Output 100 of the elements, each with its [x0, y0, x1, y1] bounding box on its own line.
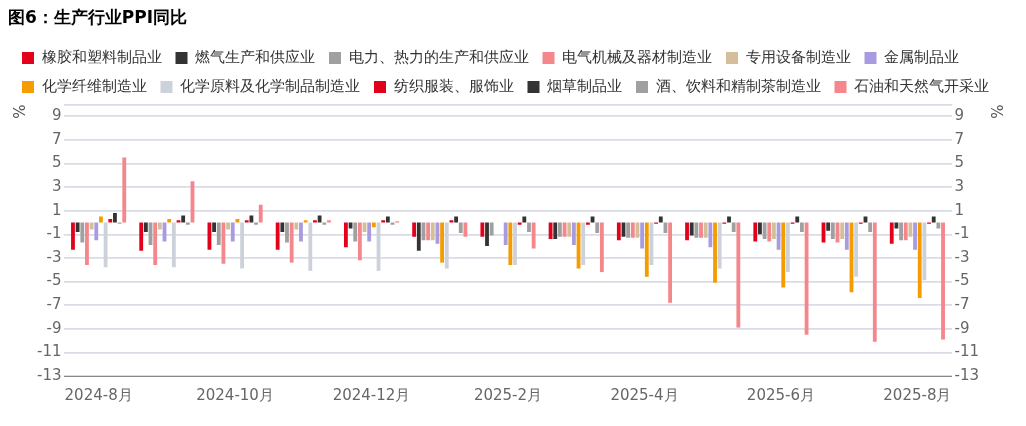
legend-label: 石油和天然气开采业 — [854, 76, 989, 95]
bar — [844, 222, 849, 250]
bar — [94, 222, 99, 241]
bar — [285, 222, 289, 243]
bar — [899, 222, 903, 241]
bar — [226, 222, 230, 230]
x-tick-label: 2025-4月 — [610, 385, 679, 404]
bar — [553, 222, 558, 240]
bar — [489, 222, 494, 236]
y2-tick-label: -11 — [954, 342, 979, 361]
bar — [699, 222, 703, 238]
bar — [762, 222, 767, 240]
bar — [595, 222, 600, 234]
bar — [708, 222, 713, 248]
y2-tick-label: 5 — [954, 153, 965, 172]
legend-label: 专用设备制造业 — [745, 47, 851, 66]
bar — [767, 222, 772, 242]
bar — [616, 222, 621, 241]
bar — [258, 204, 263, 223]
bar — [185, 222, 190, 225]
bar — [558, 222, 562, 237]
bar — [357, 222, 362, 261]
bar — [508, 222, 513, 265]
bar — [230, 222, 235, 242]
bar — [868, 222, 873, 232]
bar — [75, 222, 80, 232]
x-tick-label: 2024-8月 — [64, 385, 133, 404]
bar — [903, 222, 908, 241]
bar — [644, 222, 649, 277]
bar — [872, 222, 877, 342]
bar — [71, 222, 75, 250]
y-tick-label: 7 — [51, 129, 62, 148]
bar — [889, 222, 894, 244]
bar — [280, 222, 285, 232]
y2-tick-label: -7 — [954, 295, 970, 314]
bar — [412, 222, 417, 237]
y2-tick-label: 3 — [954, 176, 965, 195]
bar — [89, 222, 94, 230]
bar — [367, 222, 372, 242]
bar — [322, 222, 327, 225]
y-tick-label: 5 — [51, 153, 62, 172]
bar — [212, 222, 217, 232]
bar — [517, 222, 522, 225]
bar — [830, 222, 835, 240]
bar — [390, 222, 395, 225]
bar — [626, 222, 631, 238]
bar — [294, 222, 299, 230]
bar — [254, 222, 258, 225]
bar — [736, 222, 741, 328]
legend-label: 电气机械及器材制造业 — [562, 47, 712, 66]
bar — [416, 222, 421, 251]
bar — [753, 222, 758, 242]
bar — [317, 215, 322, 223]
bar — [157, 222, 162, 230]
bar — [216, 222, 221, 245]
y2-axis-title: % — [987, 104, 1006, 119]
y-tick-label: 1 — [51, 200, 62, 219]
legend-label: 燃气生产和供应业 — [195, 47, 315, 66]
legend-label: 化学原料及化学制品制造业 — [180, 76, 360, 95]
bar — [567, 222, 572, 237]
legend-label: 橡胶和塑料制品业 — [41, 47, 162, 66]
legend-label: 烟草制品业 — [547, 76, 622, 95]
bar — [630, 222, 635, 238]
y-tick-label: -13 — [37, 365, 62, 384]
legend-label: 酒、饮料和精制茶制造业 — [655, 76, 821, 95]
y2-tick-label: 7 — [954, 129, 965, 148]
bar — [781, 222, 786, 288]
bar — [599, 222, 604, 273]
legend-label: 电力、热力的生产和供应业 — [348, 47, 529, 66]
bar — [772, 222, 776, 240]
y2-tick-label: 9 — [954, 106, 965, 125]
x-tick-label: 2025-2月 — [473, 385, 543, 404]
bar — [640, 222, 645, 249]
bar — [371, 222, 376, 228]
y-tick-label: -5 — [46, 271, 62, 290]
bar — [689, 222, 694, 236]
bar — [353, 222, 358, 242]
bar — [713, 222, 717, 283]
x-tick-label: 2025-8月 — [883, 385, 952, 404]
y2-tick-label: -13 — [954, 365, 979, 384]
bar — [758, 222, 762, 235]
y2-tick-label: 1 — [954, 200, 965, 219]
bar — [153, 222, 158, 265]
y-tick-label: 9 — [51, 106, 62, 125]
y2-tick-label: -9 — [954, 318, 970, 337]
bar — [485, 222, 489, 247]
bar — [668, 222, 673, 303]
bar — [249, 215, 254, 223]
x-tick-label: 2025-6月 — [746, 385, 815, 404]
y2-tick-label: -1 — [954, 224, 970, 243]
bar — [80, 222, 85, 243]
bar — [913, 222, 917, 250]
bar — [894, 222, 899, 229]
bar — [941, 222, 945, 340]
y-tick-label: -1 — [46, 224, 62, 243]
bar — [143, 222, 148, 232]
legend-label: 化学纤维制造业 — [41, 76, 147, 95]
bar — [458, 222, 463, 234]
bar — [571, 222, 576, 245]
bar — [480, 222, 485, 237]
